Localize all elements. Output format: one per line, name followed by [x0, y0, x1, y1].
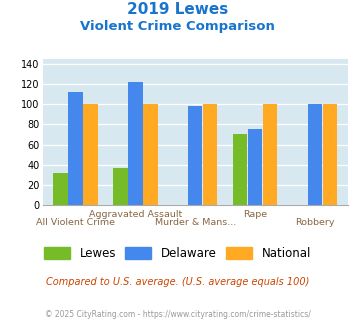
Bar [308, 105, 322, 205]
Legend: Lewes, Delaware, National: Lewes, Delaware, National [39, 242, 316, 264]
Bar [53, 173, 68, 205]
Text: All Violent Crime: All Violent Crime [36, 218, 115, 227]
Text: Violent Crime Comparison: Violent Crime Comparison [80, 20, 275, 33]
Text: Compared to U.S. average. (U.S. average equals 100): Compared to U.S. average. (U.S. average … [46, 277, 309, 287]
Bar [69, 92, 83, 205]
Bar [143, 105, 158, 205]
Bar [188, 107, 202, 205]
Bar [128, 82, 143, 205]
Text: 2019 Lewes: 2019 Lewes [127, 2, 228, 16]
Bar [203, 105, 217, 205]
Bar [83, 105, 98, 205]
Bar [323, 105, 337, 205]
Text: Aggravated Assault: Aggravated Assault [89, 210, 182, 218]
Bar [233, 134, 247, 205]
Text: Rape: Rape [243, 210, 267, 218]
Text: Robbery: Robbery [295, 218, 335, 227]
Text: Murder & Mans...: Murder & Mans... [155, 218, 236, 227]
Bar [248, 129, 262, 205]
Bar [113, 168, 127, 205]
Text: © 2025 CityRating.com - https://www.cityrating.com/crime-statistics/: © 2025 CityRating.com - https://www.city… [45, 310, 310, 319]
Bar [263, 105, 277, 205]
